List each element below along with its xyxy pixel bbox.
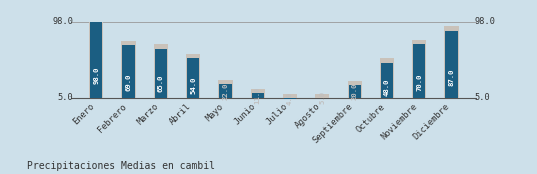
Text: Precipitaciones Medias en cambil: Precipitaciones Medias en cambil: [27, 161, 215, 171]
Bar: [349, 85, 361, 98]
Text: 65.0: 65.0: [158, 74, 164, 92]
Text: 69.0: 69.0: [126, 73, 132, 91]
Bar: [445, 26, 459, 98]
Text: 70.0: 70.0: [416, 73, 422, 90]
Bar: [187, 58, 199, 98]
Bar: [121, 41, 135, 98]
Text: 98.0: 98.0: [474, 17, 495, 26]
Text: 48.0: 48.0: [384, 78, 390, 96]
Bar: [155, 49, 167, 98]
Text: 87.0: 87.0: [448, 69, 455, 86]
Bar: [347, 81, 362, 98]
Bar: [219, 84, 231, 98]
Bar: [380, 58, 394, 98]
Bar: [154, 45, 168, 98]
Bar: [218, 80, 233, 98]
Bar: [283, 94, 297, 98]
Text: 54.0: 54.0: [190, 77, 196, 94]
Bar: [446, 31, 458, 98]
Text: 5.0: 5.0: [58, 93, 74, 102]
Text: 5.0: 5.0: [474, 93, 490, 102]
Text: 5.0: 5.0: [320, 91, 325, 104]
Text: 20.0: 20.0: [352, 83, 358, 100]
Text: 98.0: 98.0: [93, 66, 99, 84]
Text: 11.0: 11.0: [255, 86, 260, 104]
Bar: [381, 62, 393, 98]
Bar: [186, 54, 200, 98]
Text: 22.0: 22.0: [222, 82, 228, 100]
Bar: [90, 22, 102, 98]
Bar: [412, 40, 426, 98]
Bar: [413, 45, 425, 98]
Bar: [315, 94, 330, 98]
Bar: [251, 89, 265, 98]
Text: 98.0: 98.0: [53, 17, 74, 26]
Text: 4.0: 4.0: [287, 92, 293, 105]
Bar: [122, 45, 135, 98]
Bar: [89, 22, 103, 98]
Bar: [251, 93, 264, 98]
